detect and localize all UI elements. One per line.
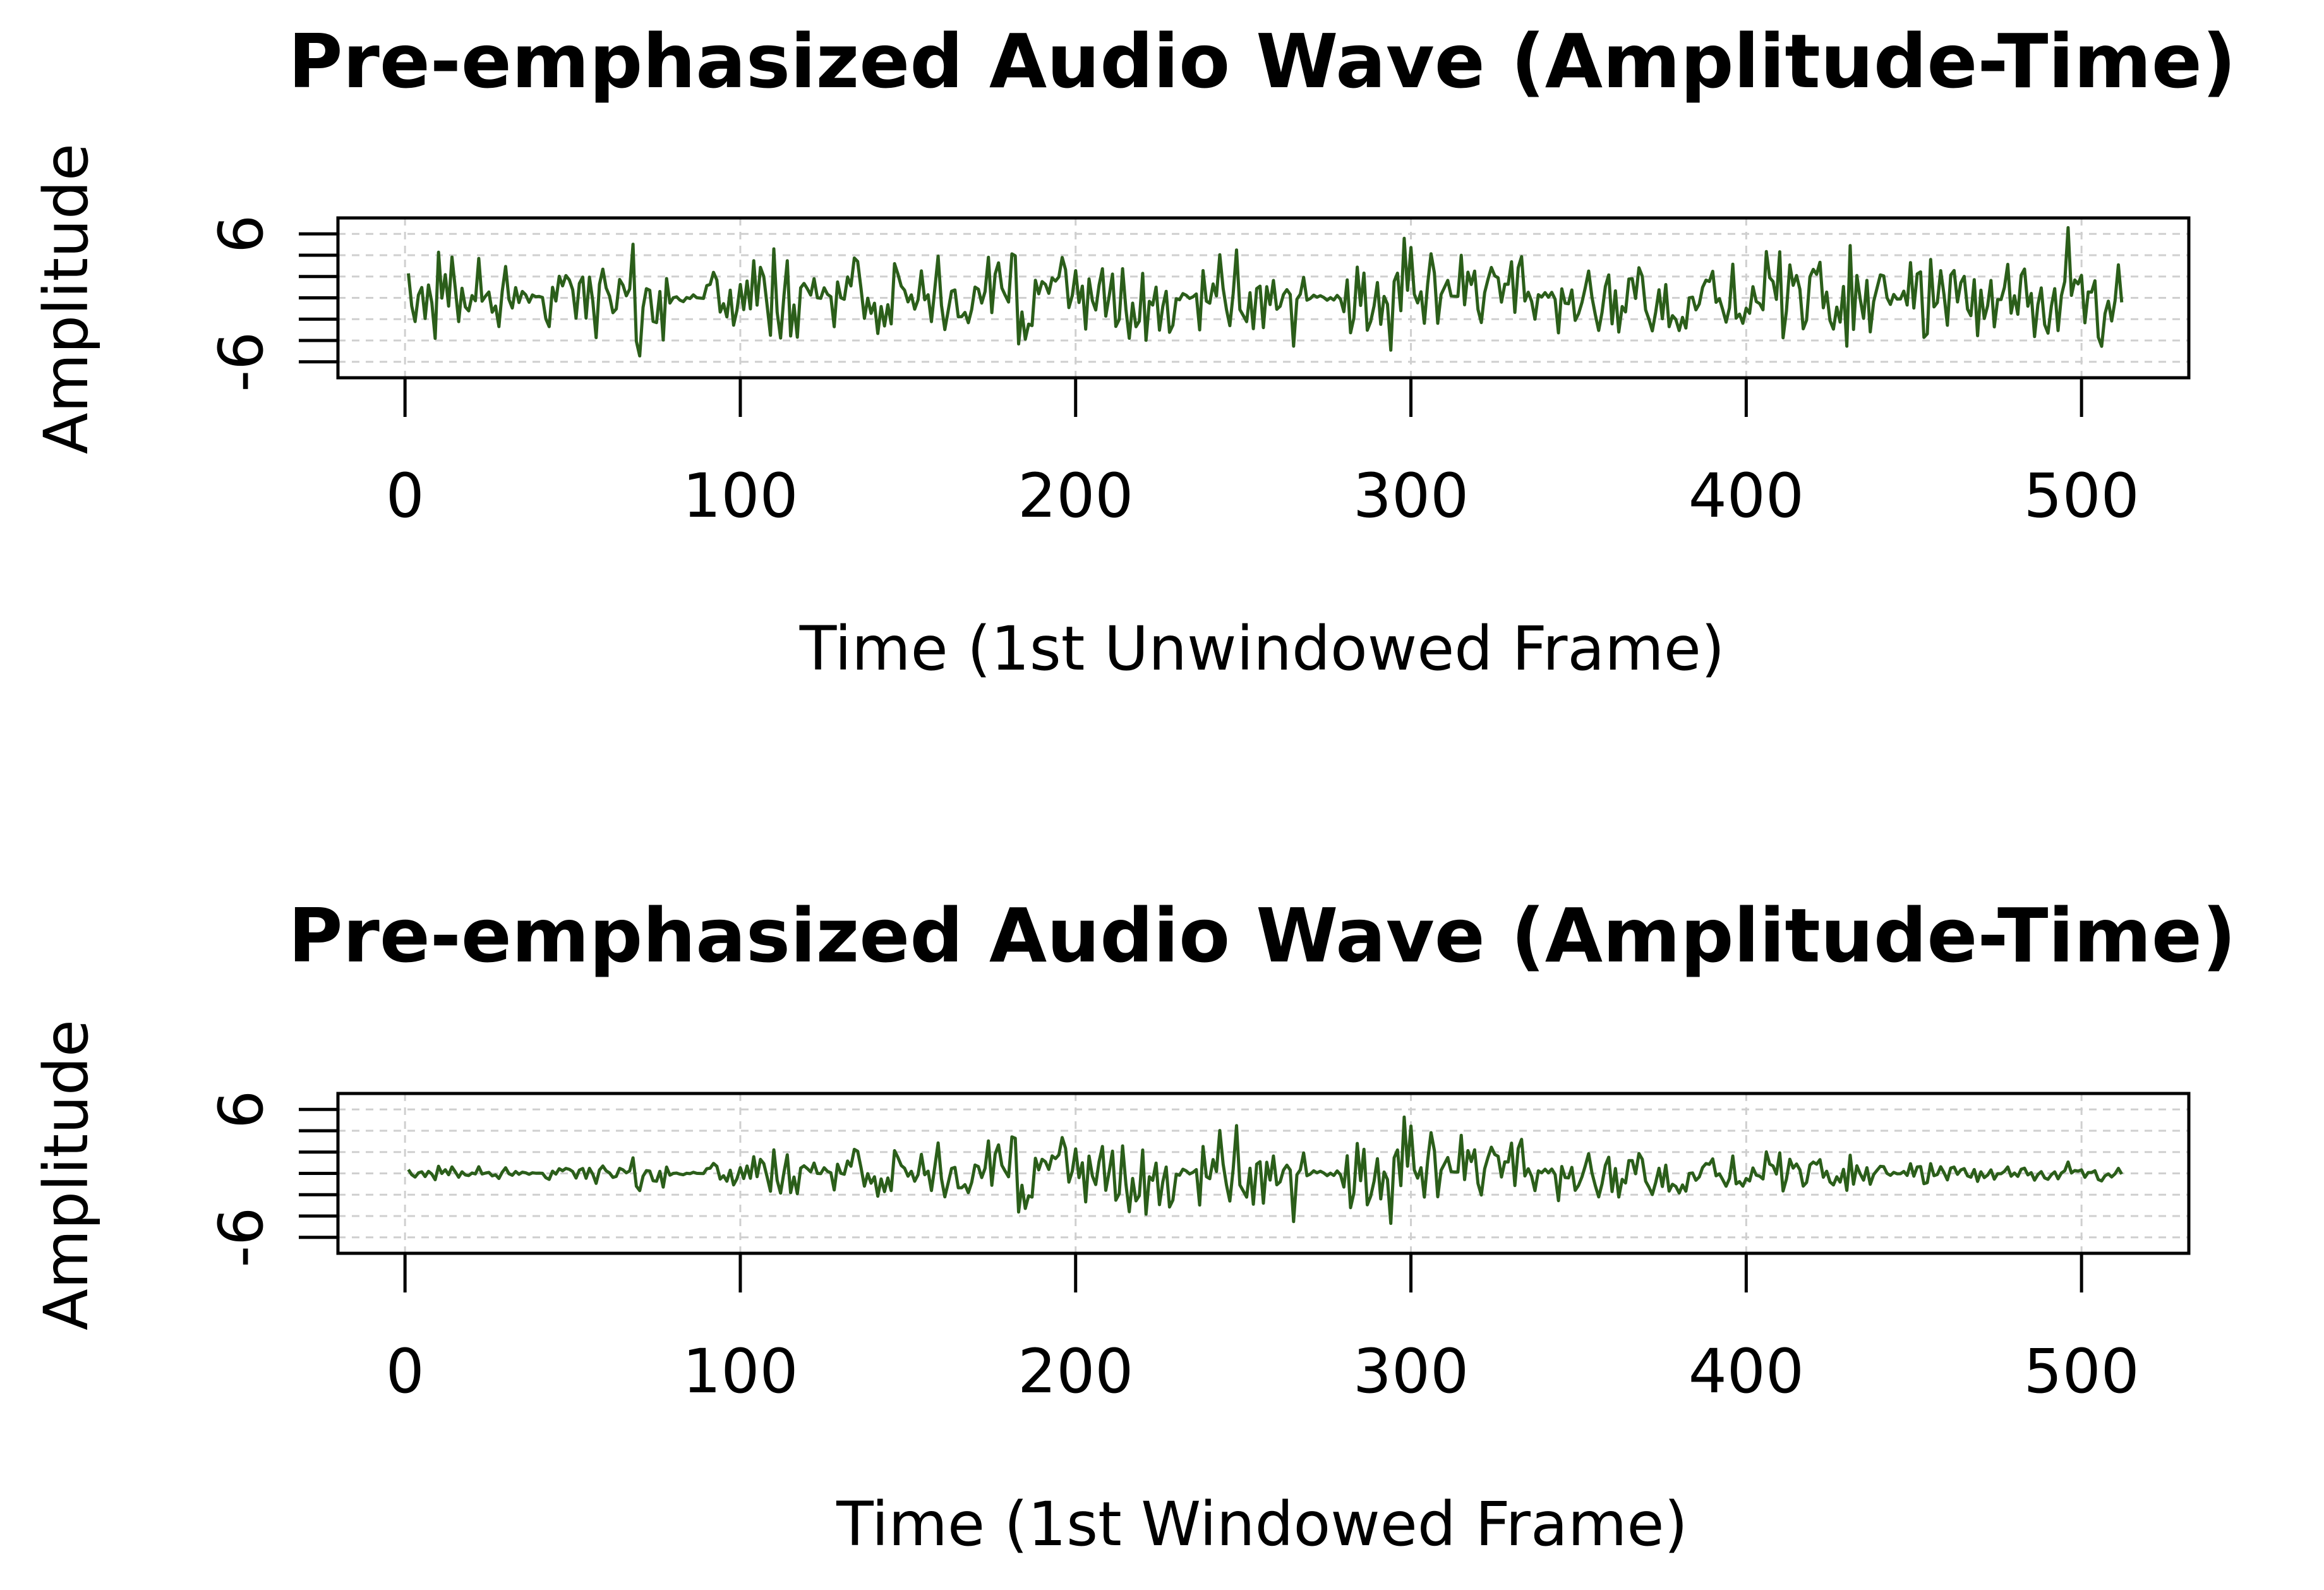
x-tick-label: 0 xyxy=(386,1336,424,1407)
x-tick-label: 100 xyxy=(682,1336,798,1407)
chart-panel-unwindowed: Pre-emphasized Audio Wave (Amplitude-Tim… xyxy=(31,18,2236,684)
x-tick-label: 200 xyxy=(1018,1336,1133,1407)
y-axis-label: Amplitude xyxy=(31,1020,102,1330)
chart-title: Pre-emphasized Audio Wave (Amplitude-Tim… xyxy=(288,892,2236,979)
y-tick-label: -6 xyxy=(206,332,277,392)
x-axis-label: Time (1st Windowed Frame) xyxy=(836,1489,1688,1560)
x-tick-label: 500 xyxy=(2024,461,2140,531)
x-axis-label: Time (1st Unwindowed Frame) xyxy=(799,613,1725,684)
x-tick-label: 200 xyxy=(1018,461,1133,531)
x-tick-label: 300 xyxy=(1353,1336,1469,1407)
y-tick-label: 6 xyxy=(206,1090,277,1129)
x-tick-label: 400 xyxy=(1689,1336,1804,1407)
chart-title: Pre-emphasized Audio Wave (Amplitude-Tim… xyxy=(288,18,2236,105)
series-line xyxy=(407,226,2124,358)
chart-panel-windowed: Pre-emphasized Audio Wave (Amplitude-Tim… xyxy=(31,892,2236,1560)
x-tick-label: 400 xyxy=(1689,461,1804,531)
x-tick-label: 500 xyxy=(2024,1336,2140,1407)
y-tick-label: -6 xyxy=(206,1207,277,1268)
y-axis: -6 6 xyxy=(206,1090,338,1268)
y-axis: -6 6 xyxy=(206,215,338,392)
x-tick-label: 0 xyxy=(386,461,424,531)
y-tick-label: 6 xyxy=(206,215,277,253)
x-axis: 0 100 200 300 400 500 xyxy=(386,378,2140,531)
x-tick-label: 100 xyxy=(682,461,798,531)
x-tick-label: 300 xyxy=(1353,461,1469,531)
x-axis: 0 100 200 300 400 500 xyxy=(386,1253,2140,1407)
y-axis-label: Amplitude xyxy=(31,143,102,454)
grid xyxy=(338,1093,2189,1253)
grid xyxy=(338,218,2189,378)
series-line xyxy=(407,1115,2123,1226)
